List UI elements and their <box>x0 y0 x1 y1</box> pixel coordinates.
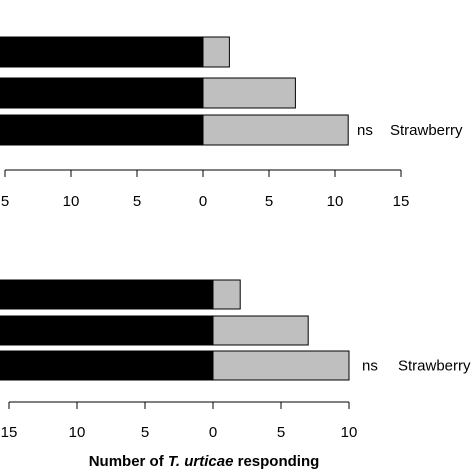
chart-panel-top: ns Strawberry 5 10 5 0 5 10 15 <box>0 36 463 210</box>
bar-right-row-1 <box>212 279 241 310</box>
bar-left-row-3 <box>0 114 204 146</box>
x-tick-label: 0 <box>209 424 217 441</box>
x-tick-label: 5 <box>265 193 273 210</box>
bar-left-row-2 <box>0 77 204 109</box>
x-tick-label: 15 <box>393 193 410 210</box>
bar-right-row-3 <box>212 350 350 381</box>
significance-label: ns <box>362 358 378 375</box>
x-tick-label: 5 <box>1 193 9 210</box>
row-label: Strawberry <box>390 122 463 139</box>
chart-panel-bottom: ns Strawberry 15 10 5 0 5 10 <box>0 279 471 441</box>
x-tick-label: 10 <box>327 193 344 210</box>
bar-right-row-2 <box>212 315 309 346</box>
bar-right-row-3 <box>202 114 349 146</box>
bar-right-row-1 <box>202 36 230 68</box>
x-tick-label: 10 <box>341 424 358 441</box>
x-tick-label: 5 <box>277 424 285 441</box>
bar-left-row-1 <box>0 36 204 68</box>
significance-label: ns <box>357 122 373 139</box>
bar-left-row-1 <box>0 279 214 310</box>
x-tick-label: 10 <box>69 424 86 441</box>
bar-right-row-2 <box>202 77 296 109</box>
x-axis-label: Number of T. urticae responding <box>89 453 320 470</box>
bar-left-row-2 <box>0 315 214 346</box>
x-tick-label: 5 <box>133 193 141 210</box>
bar-left-row-3 <box>0 350 214 381</box>
x-tick-label: 15 <box>1 424 18 441</box>
row-label: Strawberry <box>398 358 471 375</box>
x-tick-label: 5 <box>141 424 149 441</box>
x-tick-label: 10 <box>63 193 80 210</box>
x-tick-label: 0 <box>199 193 207 210</box>
